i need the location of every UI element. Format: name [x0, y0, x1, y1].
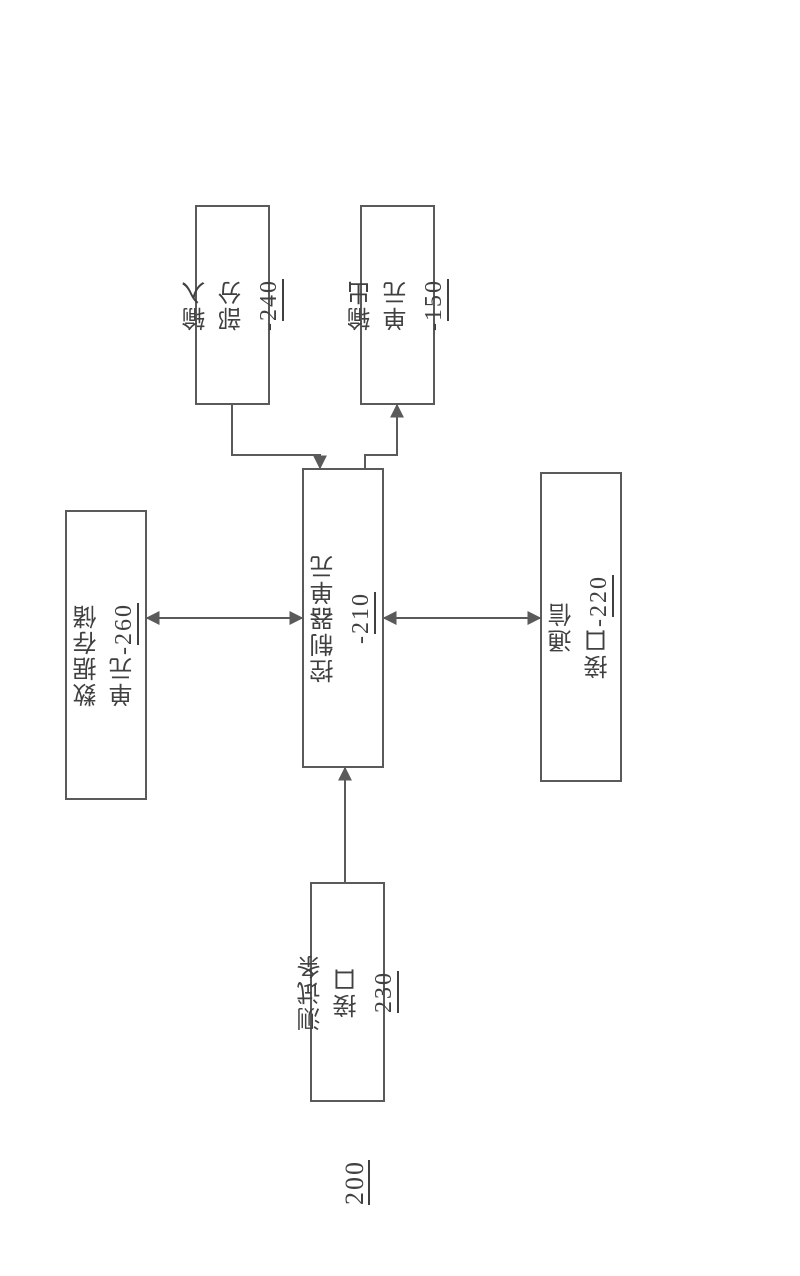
node-output-label: 输出 单元 -150 [344, 279, 452, 331]
node-controller-text: 控制器单元 [312, 553, 338, 683]
node-comm-line2: 接口 [586, 627, 612, 679]
node-controller-ref: 210 [348, 592, 374, 634]
figure-reference-text: 200 [340, 1160, 369, 1205]
edge-ctrl-output [365, 405, 397, 468]
node-storage-line2: 单元 [111, 655, 137, 707]
node-strip-ref: 230 [371, 971, 397, 1013]
node-strip-line1: 测试条 [299, 953, 325, 1031]
edge-input-ctrl [232, 405, 320, 468]
node-input-line1: 输入 [184, 279, 210, 331]
node-comm-label: 通信 接口-220 [545, 575, 617, 679]
node-output-ref: 150 [421, 279, 447, 321]
node-storage-label: 数据存储 单元-260 [70, 603, 142, 707]
figure-reference: 200 [340, 1160, 370, 1205]
node-output-line2: 单元 [385, 279, 411, 331]
diagram-canvas: 控制器单元 -210 输入 部分 -240 输出 单元 -150 数据存储 单元… [0, 0, 800, 1276]
node-input-label: 输入 部分 -240 [179, 279, 287, 331]
node-comm-ref: 220 [586, 575, 612, 617]
node-output: 输出 单元 -150 [360, 205, 435, 405]
node-strip-line2: 接口 [335, 966, 361, 1018]
node-input-ref: 240 [256, 279, 282, 321]
node-comm: 通信 接口-220 [540, 472, 622, 782]
node-comm-line1: 通信 [550, 601, 576, 653]
node-storage-ref: 260 [111, 603, 137, 645]
node-strip: 测试条 接口 230 [310, 882, 385, 1102]
node-input-line2: 部分 [220, 279, 246, 331]
node-controller: 控制器单元 -210 [302, 468, 384, 768]
node-input: 输入 部分 -240 [195, 205, 270, 405]
node-storage-line1: 数据存储 [75, 603, 101, 707]
node-controller-label: 控制器单元 -210 [307, 553, 379, 683]
node-output-line1: 输出 [349, 279, 375, 331]
node-storage: 数据存储 单元-260 [65, 510, 147, 800]
node-strip-label: 测试条 接口 230 [294, 953, 402, 1031]
